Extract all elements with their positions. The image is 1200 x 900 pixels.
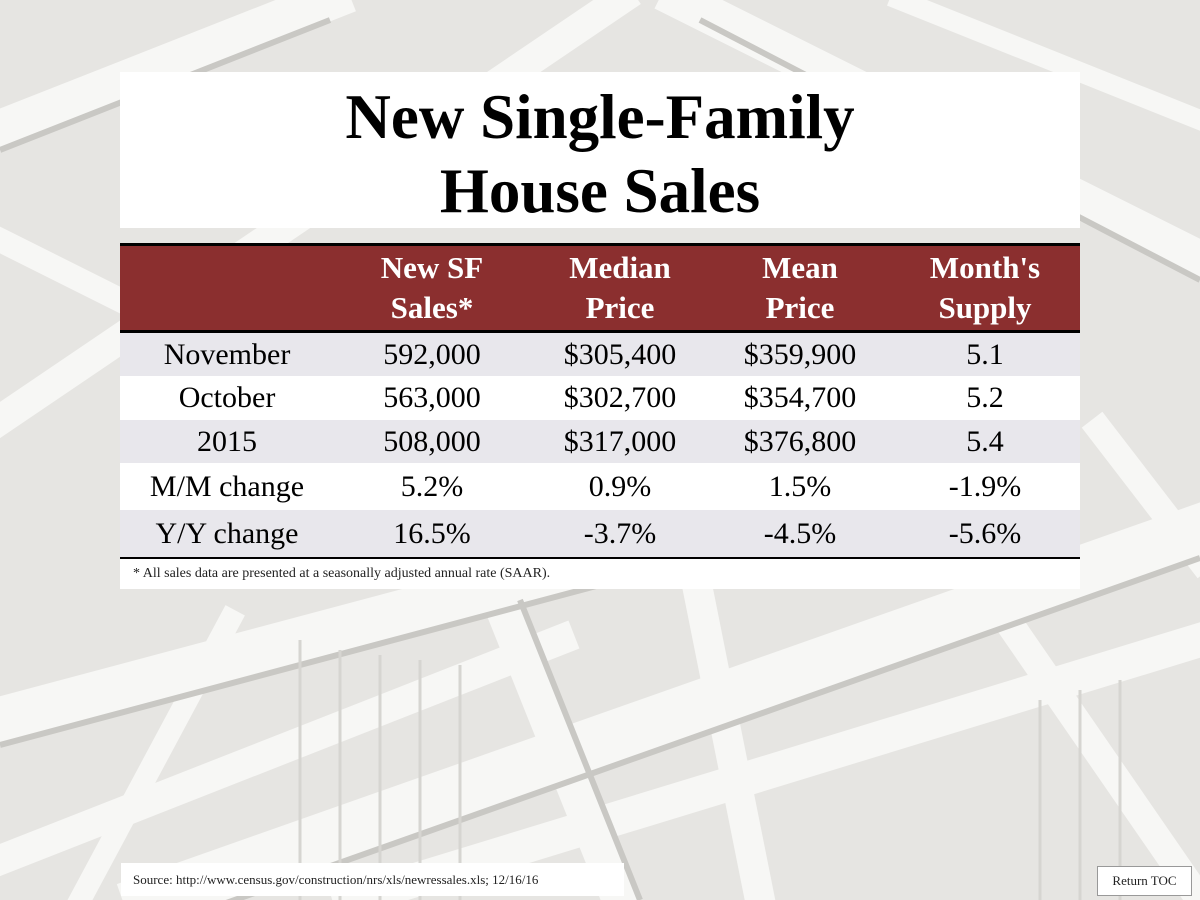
cell-median: 0.9% xyxy=(588,469,652,503)
row-label: Y/Y change xyxy=(120,510,334,560)
header-median-price: Median Price xyxy=(530,243,710,333)
cell-median: $302,700 xyxy=(563,381,677,414)
header-mean-price: Mean Price xyxy=(710,243,890,333)
table-row: November 592,000 $305,400 $359,900 5.1 xyxy=(120,331,1080,376)
cell-mean: -4.5% xyxy=(710,510,890,560)
table-row: October 563,000 $302,700 $354,700 5.2 xyxy=(120,376,1080,420)
cell-mean: 1.5% xyxy=(768,469,832,503)
row-label: October xyxy=(178,381,276,414)
cell-sales: 5.2% xyxy=(400,469,464,503)
saar-footnote: * All sales data are presented at a seas… xyxy=(120,559,1080,589)
cell-median: $317,000 xyxy=(563,424,677,458)
table-header-row: New SF Sales* Median Price Mean Price Mo… xyxy=(120,243,1080,333)
table-row: Y/Y change 16.5% -3.7% -4.5% -5.6% xyxy=(120,510,1080,560)
cell-mean: $354,700 xyxy=(743,381,857,414)
return-toc-button[interactable]: Return TOC xyxy=(1097,866,1192,896)
cell-supply: 5.1 xyxy=(966,337,1004,371)
page-title-line-2: House Sales xyxy=(439,156,761,226)
cell-sales: 16.5% xyxy=(334,510,530,560)
cell-sales: 563,000 xyxy=(383,381,481,414)
row-label: M/M change xyxy=(149,469,305,503)
title-panel: New Single-Family House Sales xyxy=(120,72,1080,228)
table-row: 2015 508,000 $317,000 $376,800 5.4 xyxy=(120,420,1080,463)
source-citation: Source: http://www.census.gov/constructi… xyxy=(121,863,624,896)
cell-supply: 5.2 xyxy=(966,381,1004,414)
cell-mean: $359,900 xyxy=(743,337,857,371)
header-months-supply: Month's Supply xyxy=(890,243,1080,333)
row-label: November xyxy=(163,337,291,371)
cell-sales: 508,000 xyxy=(383,424,481,458)
page-title-line-1: New Single-Family xyxy=(345,82,855,152)
cell-sales: 592,000 xyxy=(383,337,481,371)
cell-supply: 5.4 xyxy=(966,424,1004,458)
cell-supply: -1.9% xyxy=(948,469,1022,503)
cell-median: $305,400 xyxy=(563,337,677,371)
table-row: M/M change 5.2% 0.9% 1.5% -1.9% xyxy=(120,463,1080,510)
sales-table: New SF Sales* Median Price Mean Price Mo… xyxy=(120,243,1080,560)
header-blank xyxy=(120,243,334,333)
cell-mean: $376,800 xyxy=(743,424,857,458)
cell-median: -3.7% xyxy=(530,510,710,560)
cell-supply: -5.6% xyxy=(890,510,1080,560)
header-new-sf-sales: New SF Sales* xyxy=(334,243,530,333)
row-label: 2015 xyxy=(197,424,257,458)
